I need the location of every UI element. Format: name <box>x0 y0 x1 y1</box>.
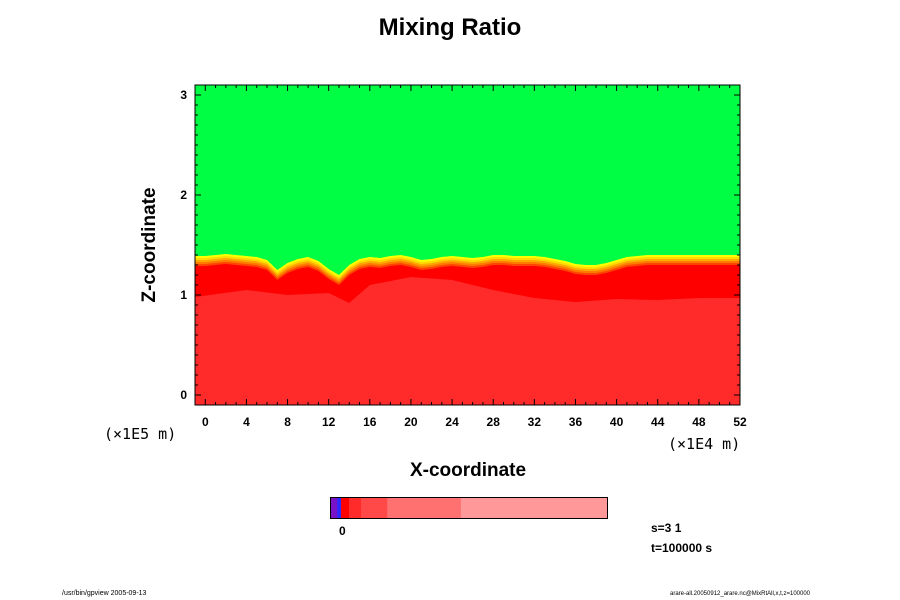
y-tick-label: 1 <box>180 288 187 302</box>
y-tick-label: 3 <box>180 88 187 102</box>
y-scale-label: (×1E5 m) <box>104 425 177 443</box>
x-tick-label: 16 <box>363 415 377 429</box>
colorbar-segment <box>360 498 388 518</box>
colorbar <box>330 497 608 519</box>
region-lower <box>195 277 740 405</box>
colorbar-frame <box>330 497 608 519</box>
x-tick-label: 36 <box>569 415 583 429</box>
footer-source: arare-all.20050912_arare.nc@MixRtAll,x,t… <box>670 591 811 597</box>
colorbar-segment <box>331 498 338 518</box>
info-s-label: s=3 1 <box>651 521 682 535</box>
y-tick-label: 0 <box>180 388 187 402</box>
x-tick-label: 4 <box>243 415 250 429</box>
x-tick-label: 28 <box>487 415 501 429</box>
y-axis-label: Z-coordinate <box>139 187 160 303</box>
x-axis-label: X-coordinate <box>409 460 527 481</box>
x-tick-label: 24 <box>445 415 459 429</box>
x-tick-label: 40 <box>610 415 624 429</box>
colorbar-segment <box>349 498 362 518</box>
info-time-label: t=100000 s <box>651 541 713 555</box>
colorbar-tick-label: 0 <box>339 524 346 538</box>
x-tick-label: 48 <box>692 415 706 429</box>
x-scale-label: (×1E4 m) <box>668 435 741 453</box>
x-tick-label: 0 <box>202 415 209 429</box>
x-tick-label: 32 <box>528 415 542 429</box>
colorbar-segment <box>460 498 608 518</box>
x-tick-label: 20 <box>404 415 418 429</box>
colorbar-segment <box>387 498 462 518</box>
colorbar-segment <box>340 498 350 518</box>
x-tick-label: 44 <box>651 415 665 429</box>
colorbar-segment <box>337 498 342 518</box>
x-tick-label: 52 <box>733 415 747 429</box>
x-tick-label: 12 <box>322 415 336 429</box>
footer-command: /usr/bin/gpview 2005-09-13 <box>62 590 147 597</box>
x-tick-label: 8 <box>284 415 291 429</box>
chart-title: Mixing Ratio <box>378 14 522 41</box>
y-tick-label: 2 <box>180 188 187 202</box>
